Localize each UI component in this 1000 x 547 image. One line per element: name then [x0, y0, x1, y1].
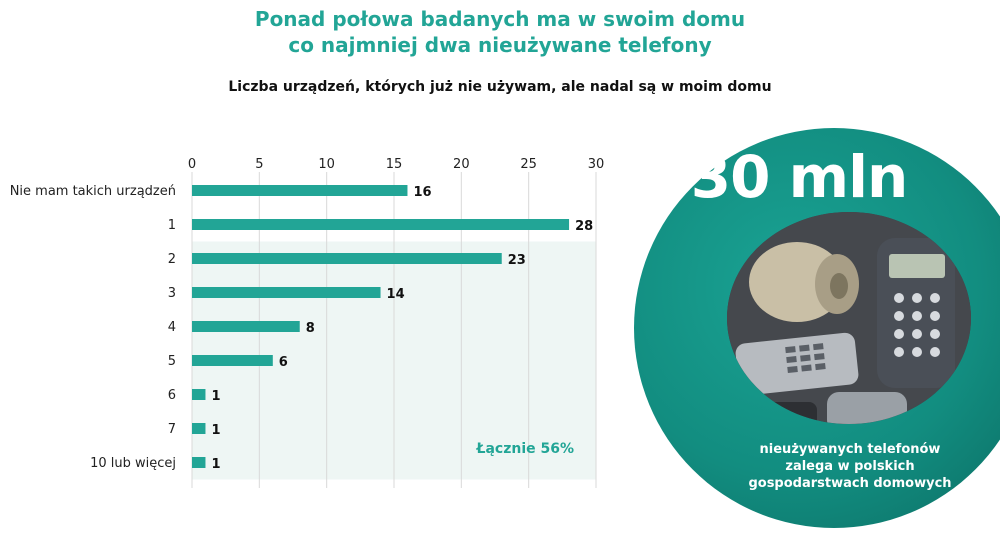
value-label-6: 1	[211, 389, 220, 404]
value-label-5: 6	[279, 355, 288, 370]
bar-8	[192, 457, 206, 468]
x-tick-15: 15	[386, 157, 403, 172]
bar-7	[192, 423, 206, 434]
bar-1	[192, 219, 570, 230]
old-phones-photo	[727, 212, 971, 424]
title-line-1: Ponad połowa badanych ma w swoim domu	[254, 7, 746, 31]
value-label-8: 1	[211, 457, 220, 472]
bar-0	[192, 185, 408, 196]
value-label-4: 8	[306, 321, 315, 336]
x-tick-5: 5	[255, 157, 263, 172]
caption-line-3: gospodarstwach domowych	[748, 476, 952, 491]
stat-value: 30 mln	[690, 143, 909, 211]
bar-2	[192, 253, 502, 264]
bar-4	[192, 321, 300, 332]
bar-3	[192, 287, 381, 298]
category-label-5: 5	[168, 354, 176, 369]
category-label-2: 2	[168, 252, 176, 267]
caption-line-2: zalega w polskich	[785, 459, 915, 474]
category-label-1: 1	[168, 218, 176, 233]
value-label-3: 14	[387, 287, 405, 302]
phones-illustration	[727, 212, 971, 424]
x-tick-0: 0	[188, 157, 196, 172]
category-label-4: 4	[168, 320, 176, 335]
value-label-7: 1	[211, 423, 220, 438]
category-label-0: Nie mam takich urządzeń	[10, 184, 176, 199]
category-label-6: 6	[168, 388, 176, 403]
x-tick-10: 10	[318, 157, 335, 172]
category-label-3: 3	[168, 286, 176, 301]
category-label-7: 7	[168, 422, 176, 437]
highlight-label: Łącznie 56%	[475, 441, 574, 457]
caption-line-1: nieużywanych telefonów	[759, 442, 941, 457]
x-tick-20: 20	[453, 157, 470, 172]
x-tick-25: 25	[520, 157, 537, 172]
x-tick-30: 30	[588, 157, 605, 172]
value-label-0: 16	[413, 185, 431, 200]
category-label-8: 10 lub więcej	[90, 456, 176, 471]
chart-subtitle: Liczba urządzeń, których już nie używam,…	[228, 79, 772, 95]
value-label-2: 23	[508, 253, 526, 268]
value-label-1: 28	[575, 219, 593, 234]
page-title: Ponad połowa badanych ma w swoim domu co…	[0, 6, 1000, 58]
stat-caption: nieużywanych telefonów zalega w polskich…	[720, 441, 980, 492]
bar-6	[192, 389, 206, 400]
bar-5	[192, 355, 273, 366]
title-line-2: co najmniej dwa nieużywane telefony	[288, 33, 712, 57]
